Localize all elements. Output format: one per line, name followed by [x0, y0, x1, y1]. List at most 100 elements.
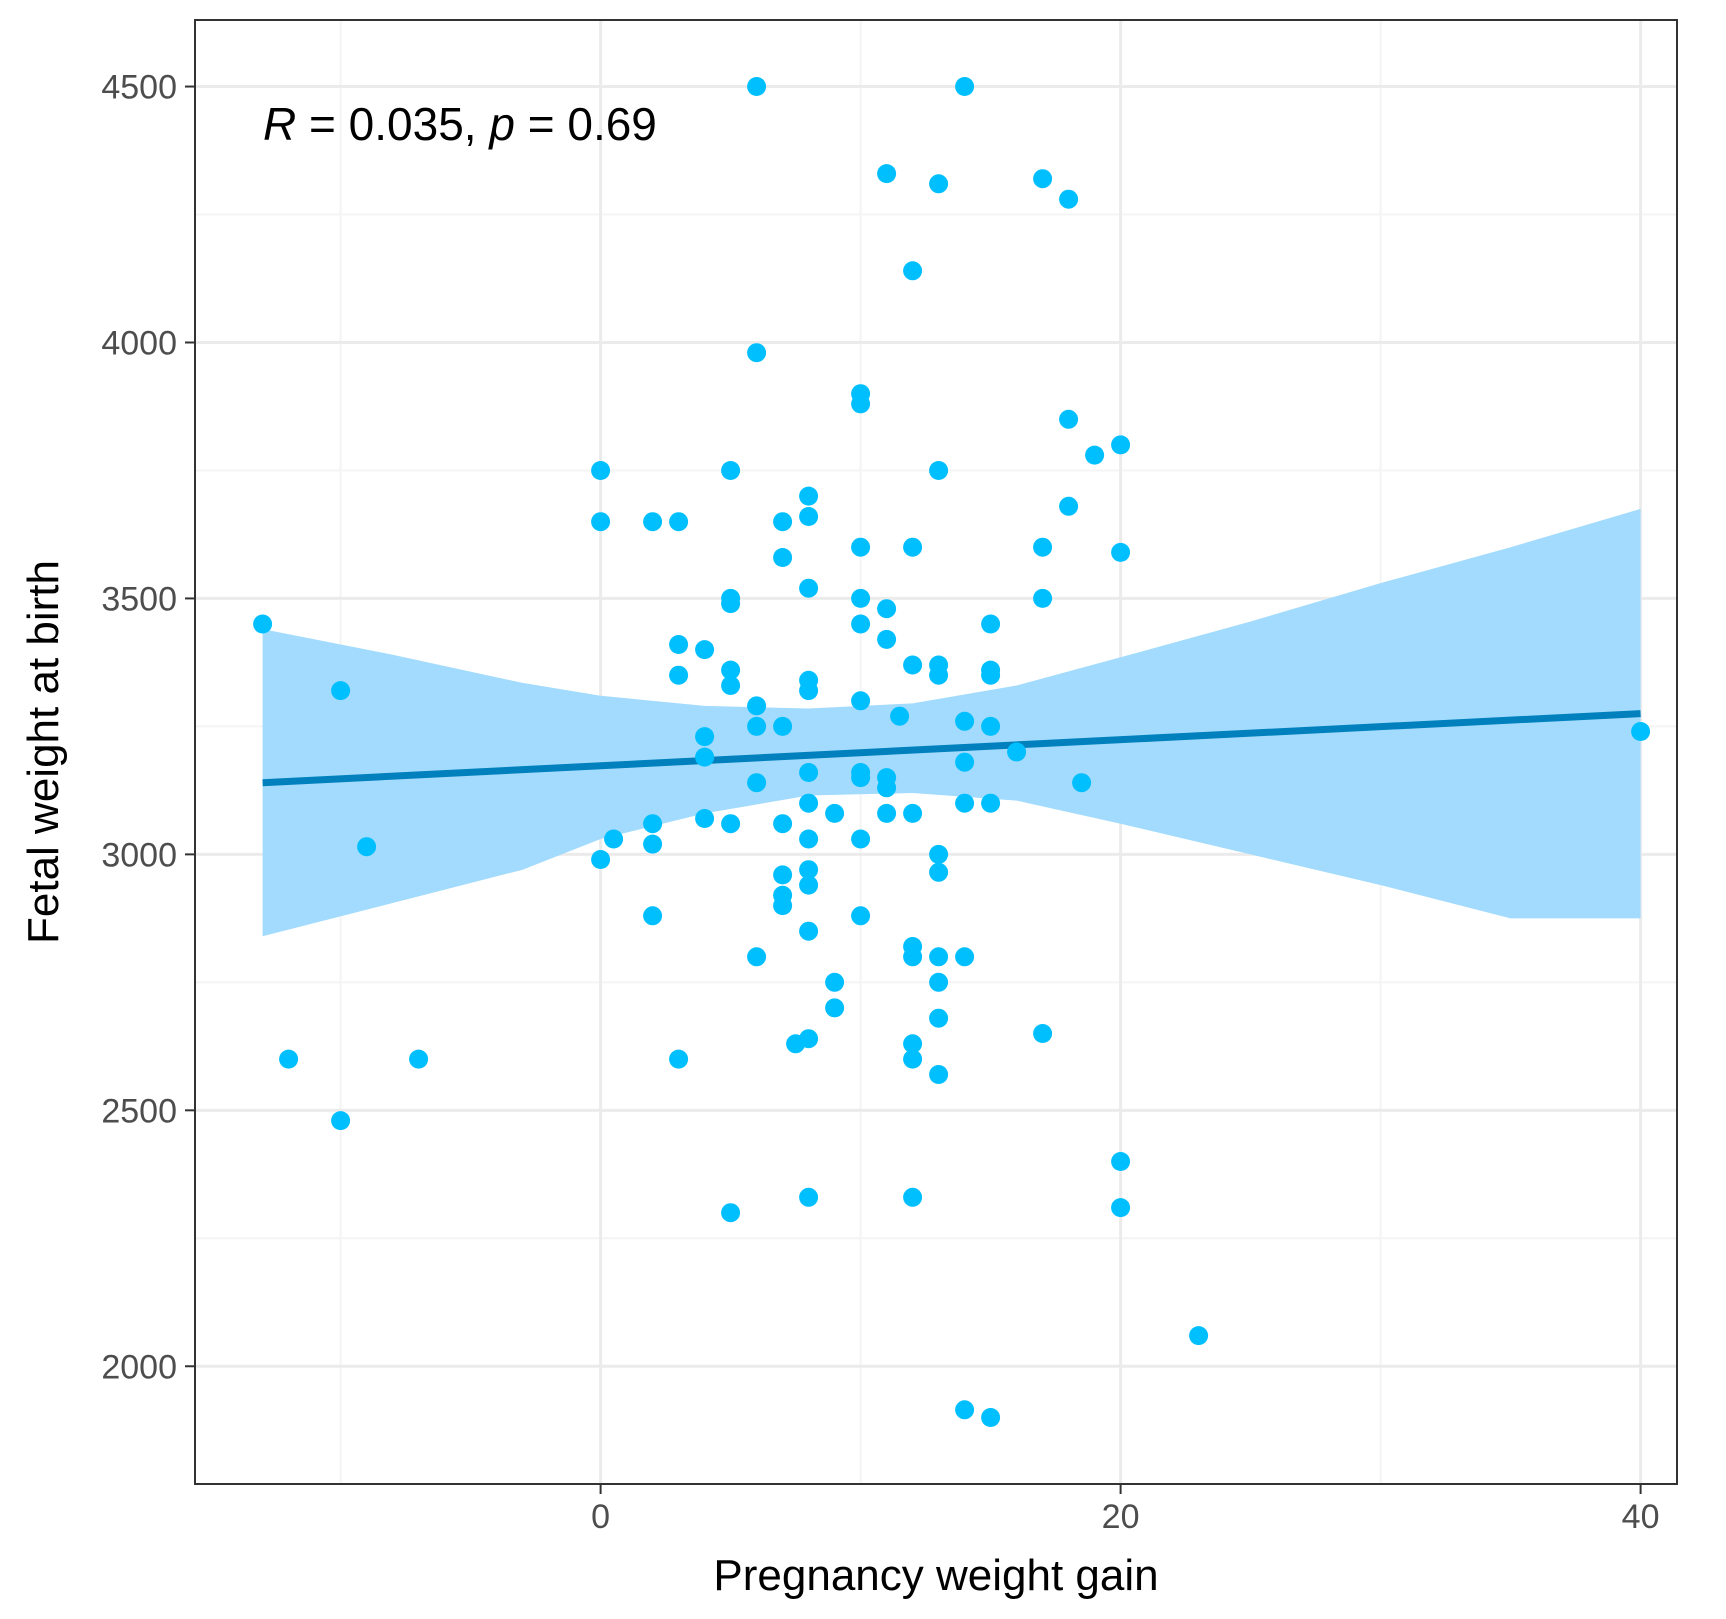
- data-point: [1111, 435, 1131, 455]
- data-point: [903, 947, 923, 967]
- data-point: [799, 578, 819, 598]
- data-point: [929, 665, 949, 685]
- data-point: [955, 752, 975, 772]
- data-point: [721, 814, 741, 834]
- data-point: [695, 809, 715, 828]
- y-axis-title: Fetal weight at birth: [19, 560, 68, 944]
- data-point: [851, 906, 871, 926]
- data-point: [669, 635, 689, 654]
- data-point: [903, 655, 923, 675]
- data-point: [877, 599, 897, 619]
- data-point: [773, 512, 793, 532]
- data-point: [409, 1049, 429, 1069]
- data-point: [929, 947, 949, 967]
- data-point: [695, 747, 715, 767]
- data-point: [669, 512, 689, 532]
- data-point: [643, 906, 663, 926]
- data-point: [643, 814, 663, 834]
- data-point: [981, 665, 1001, 685]
- data-point: [955, 793, 975, 813]
- data-point: [799, 875, 819, 895]
- data-point: [1111, 1198, 1131, 1218]
- data-point: [747, 77, 767, 96]
- data-point: [773, 865, 793, 885]
- data-point: [799, 486, 819, 506]
- data-point: [721, 594, 741, 614]
- data-point: [903, 261, 923, 281]
- data-point: [981, 614, 1001, 634]
- data-point: [357, 837, 377, 857]
- data-point: [1072, 773, 1092, 793]
- data-point: [825, 972, 845, 992]
- data-point: [773, 814, 793, 834]
- data-point: [721, 461, 741, 480]
- data-point: [1085, 445, 1105, 465]
- data-point: [877, 164, 897, 184]
- data-point: [331, 681, 351, 701]
- data-point: [1033, 537, 1053, 557]
- data-point: [1111, 542, 1131, 562]
- data-point: [825, 998, 845, 1018]
- data-point: [981, 716, 1001, 736]
- data-point: [903, 1034, 923, 1054]
- data-point: [955, 947, 975, 967]
- points-layer: [253, 77, 1651, 1427]
- data-point: [981, 1408, 1001, 1427]
- data-point: [253, 614, 273, 634]
- regression-line: [262, 710, 1641, 787]
- data-point: [1189, 1326, 1209, 1346]
- axis-tick-labels: 0 20 40 2000 2500 3000 3500 4000 4500: [101, 69, 1659, 1536]
- data-point: [799, 1187, 819, 1207]
- data-point: [851, 588, 871, 608]
- data-point: [799, 507, 819, 526]
- data-point: [799, 681, 819, 701]
- data-point: [851, 768, 871, 788]
- y-tick-label: 4500: [101, 69, 177, 107]
- data-point: [955, 1400, 975, 1420]
- data-point: [825, 803, 845, 823]
- data-point: [643, 834, 663, 854]
- y-tick-label: 2000: [101, 1348, 177, 1386]
- y-tick-label: 3500: [101, 580, 177, 618]
- p-value: = 0.69: [515, 98, 657, 150]
- data-point: [721, 676, 741, 695]
- data-point: [877, 803, 897, 823]
- data-point: [773, 548, 793, 567]
- data-point: [1631, 722, 1651, 741]
- data-point: [591, 512, 611, 532]
- data-point: [929, 174, 949, 194]
- data-point: [929, 862, 949, 882]
- data-point: [669, 1049, 689, 1069]
- data-point: [747, 773, 767, 793]
- data-point: [1033, 1024, 1053, 1043]
- data-point: [903, 1187, 923, 1207]
- data-point: [747, 716, 767, 736]
- data-point: [955, 711, 975, 731]
- data-point: [1007, 742, 1027, 762]
- data-point: [1059, 189, 1079, 209]
- data-point: [773, 896, 793, 916]
- data-point: [929, 461, 949, 480]
- data-point: [799, 763, 819, 782]
- data-point: [851, 691, 871, 711]
- y-tick-label: 2500: [101, 1092, 177, 1130]
- data-point: [331, 1111, 351, 1131]
- x-tick-label: 0: [591, 1498, 610, 1536]
- x-tick-label: 20: [1102, 1498, 1140, 1536]
- data-point: [903, 803, 923, 823]
- data-point: [695, 640, 715, 660]
- data-point: [903, 537, 923, 557]
- data-point: [877, 778, 897, 798]
- data-point: [981, 793, 1001, 813]
- plot-panel-border: [194, 19, 1678, 1485]
- data-point: [747, 947, 767, 967]
- data-point: [851, 394, 871, 414]
- data-point: [799, 921, 819, 941]
- axis-ticks: [185, 85, 1642, 1494]
- data-point: [929, 844, 949, 864]
- data-point: [1111, 1152, 1131, 1171]
- x-axis-title: Pregnancy weight gain: [713, 1551, 1158, 1600]
- data-point: [591, 461, 611, 480]
- confidence-band-layer: [262, 508, 1641, 937]
